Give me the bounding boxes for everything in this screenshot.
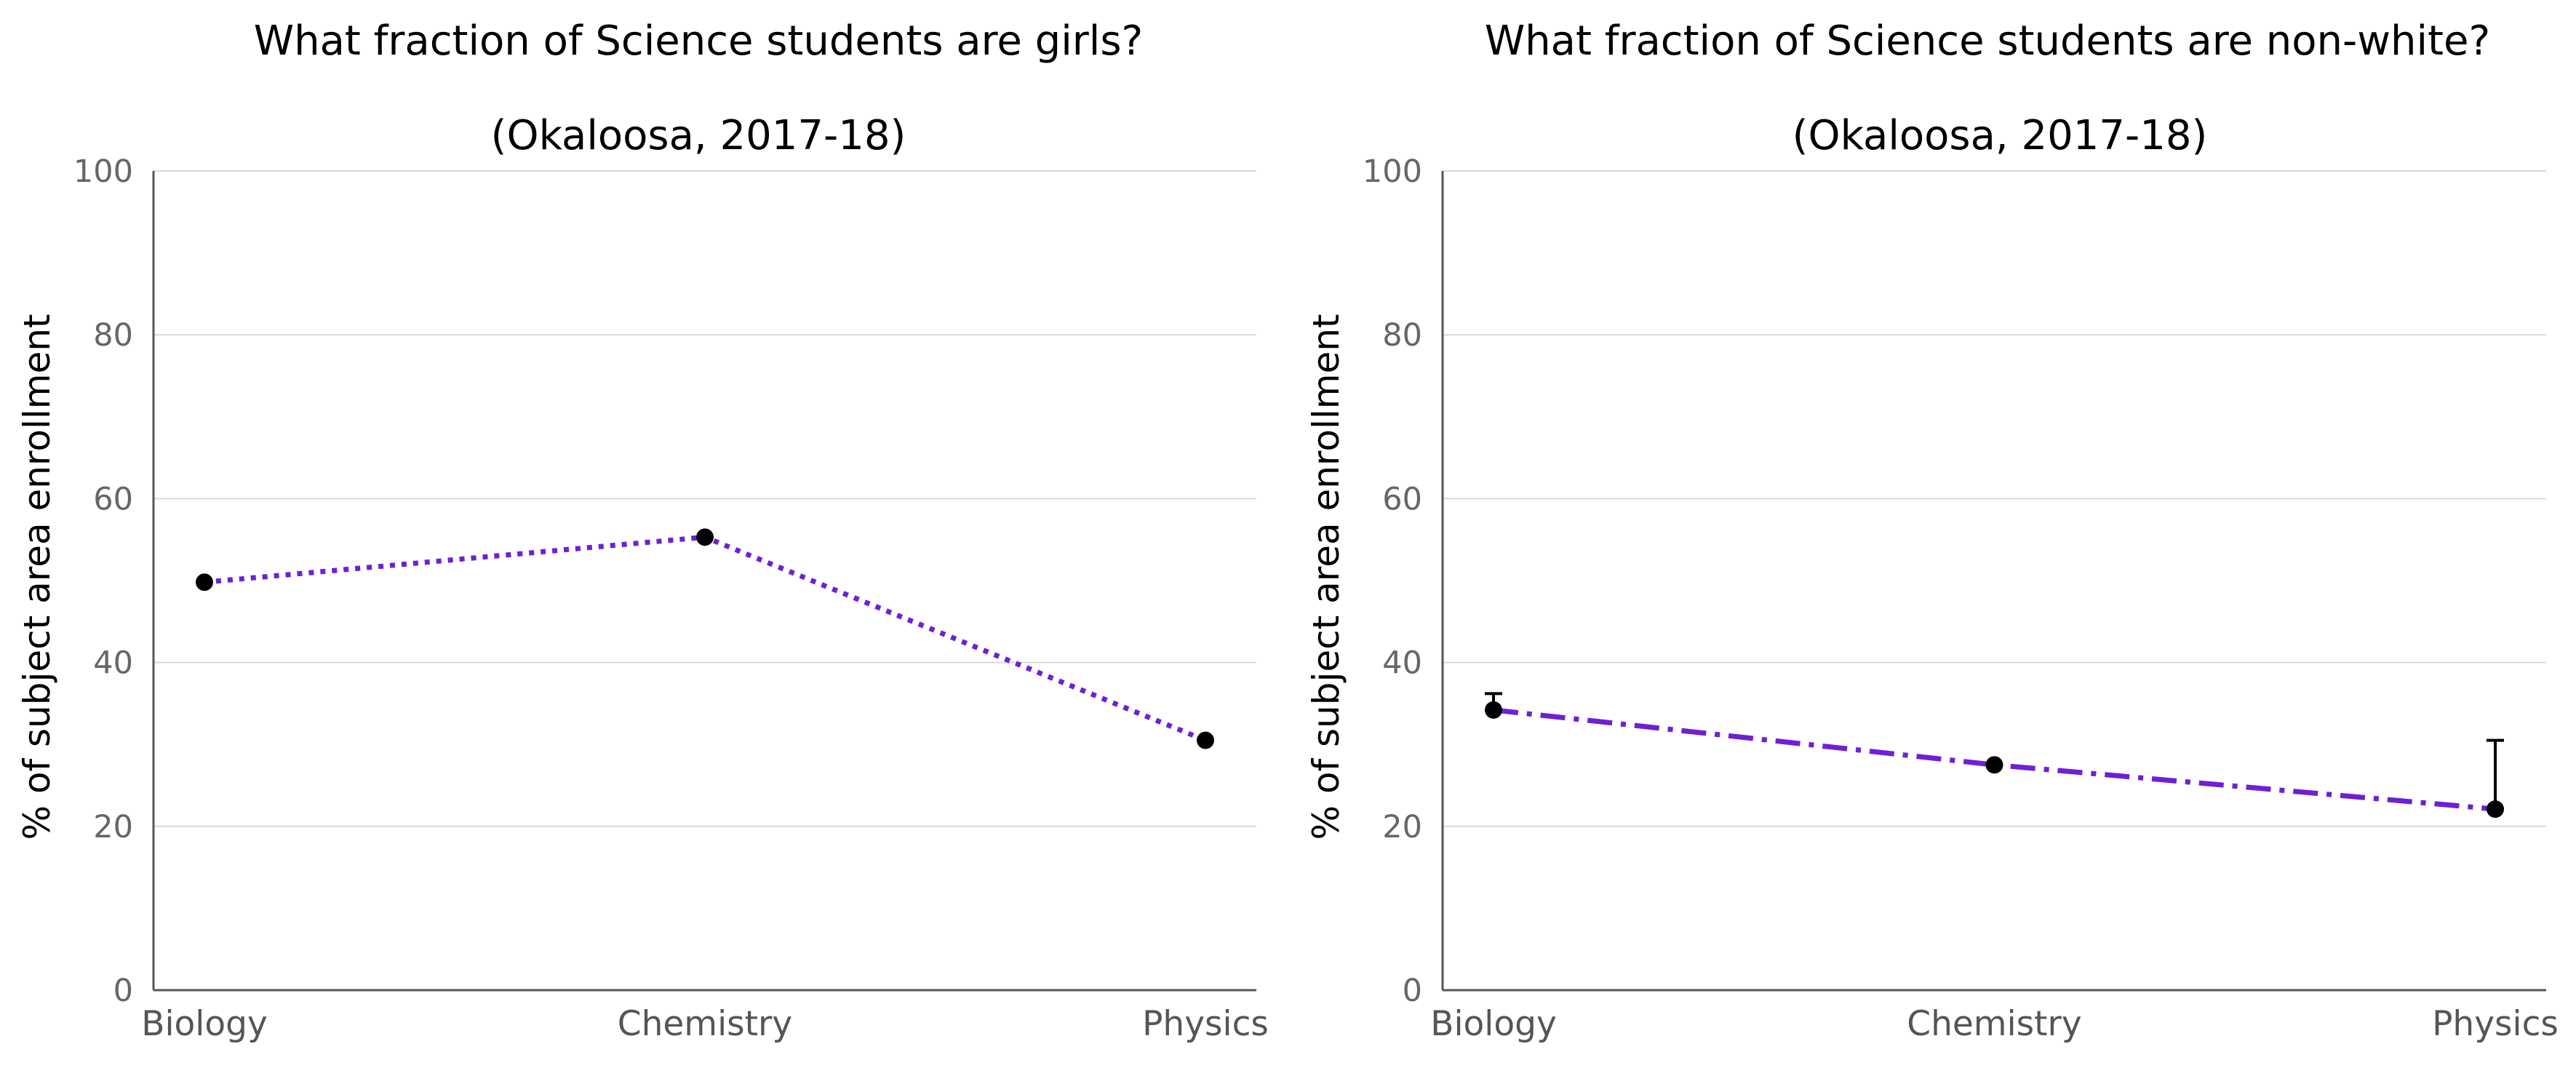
series-line	[204, 534, 1207, 743]
data-point	[696, 528, 714, 546]
x-tick-label: Chemistry	[618, 1004, 792, 1044]
data-point	[1485, 701, 1502, 719]
y-tick-label: 40	[1382, 645, 1422, 682]
chart-panel-nonwhite: What fraction of Science students are no…	[1305, 17, 2559, 1044]
y-tick-label: 40	[93, 645, 133, 682]
x-tick-label: Physics	[1142, 1004, 1269, 1044]
data-point	[2487, 800, 2504, 818]
y-tick-label: 0	[1403, 973, 1422, 1009]
data-point	[196, 573, 213, 591]
y-tick-label: 20	[93, 809, 133, 845]
y-tick-label: 100	[73, 154, 133, 190]
x-tick-label: Biology	[141, 1004, 268, 1044]
chart-subtitle: (Okaloosa, 2017-18)	[491, 112, 906, 159]
chart-title: What fraction of Science students are no…	[1485, 17, 2490, 65]
data-point	[1985, 756, 2003, 774]
y-axis-label: % of subject area enrollment	[16, 314, 58, 840]
y-tick-label: 20	[1382, 809, 1422, 845]
y-tick-label: 80	[93, 317, 133, 354]
x-tick-label: Biology	[1430, 1004, 1557, 1044]
y-tick-label: 60	[1382, 481, 1422, 517]
y-tick-label: 60	[93, 481, 133, 517]
x-tick-label: Physics	[2432, 1004, 2559, 1044]
data-point	[1197, 731, 1214, 749]
y-tick-label: 100	[1363, 154, 1422, 190]
chart-title: What fraction of Science students are gi…	[254, 17, 1144, 65]
chart-subtitle: (Okaloosa, 2017-18)	[1793, 112, 2208, 159]
y-tick-label: 80	[1382, 317, 1422, 354]
series-line	[1493, 707, 2496, 812]
y-tick-label: 0	[113, 973, 133, 1009]
y-axis-label: % of subject area enrollment	[1305, 314, 1347, 840]
x-tick-label: Chemistry	[1907, 1004, 2081, 1044]
chart-panel-girls: What fraction of Science students are gi…	[16, 17, 1269, 1044]
